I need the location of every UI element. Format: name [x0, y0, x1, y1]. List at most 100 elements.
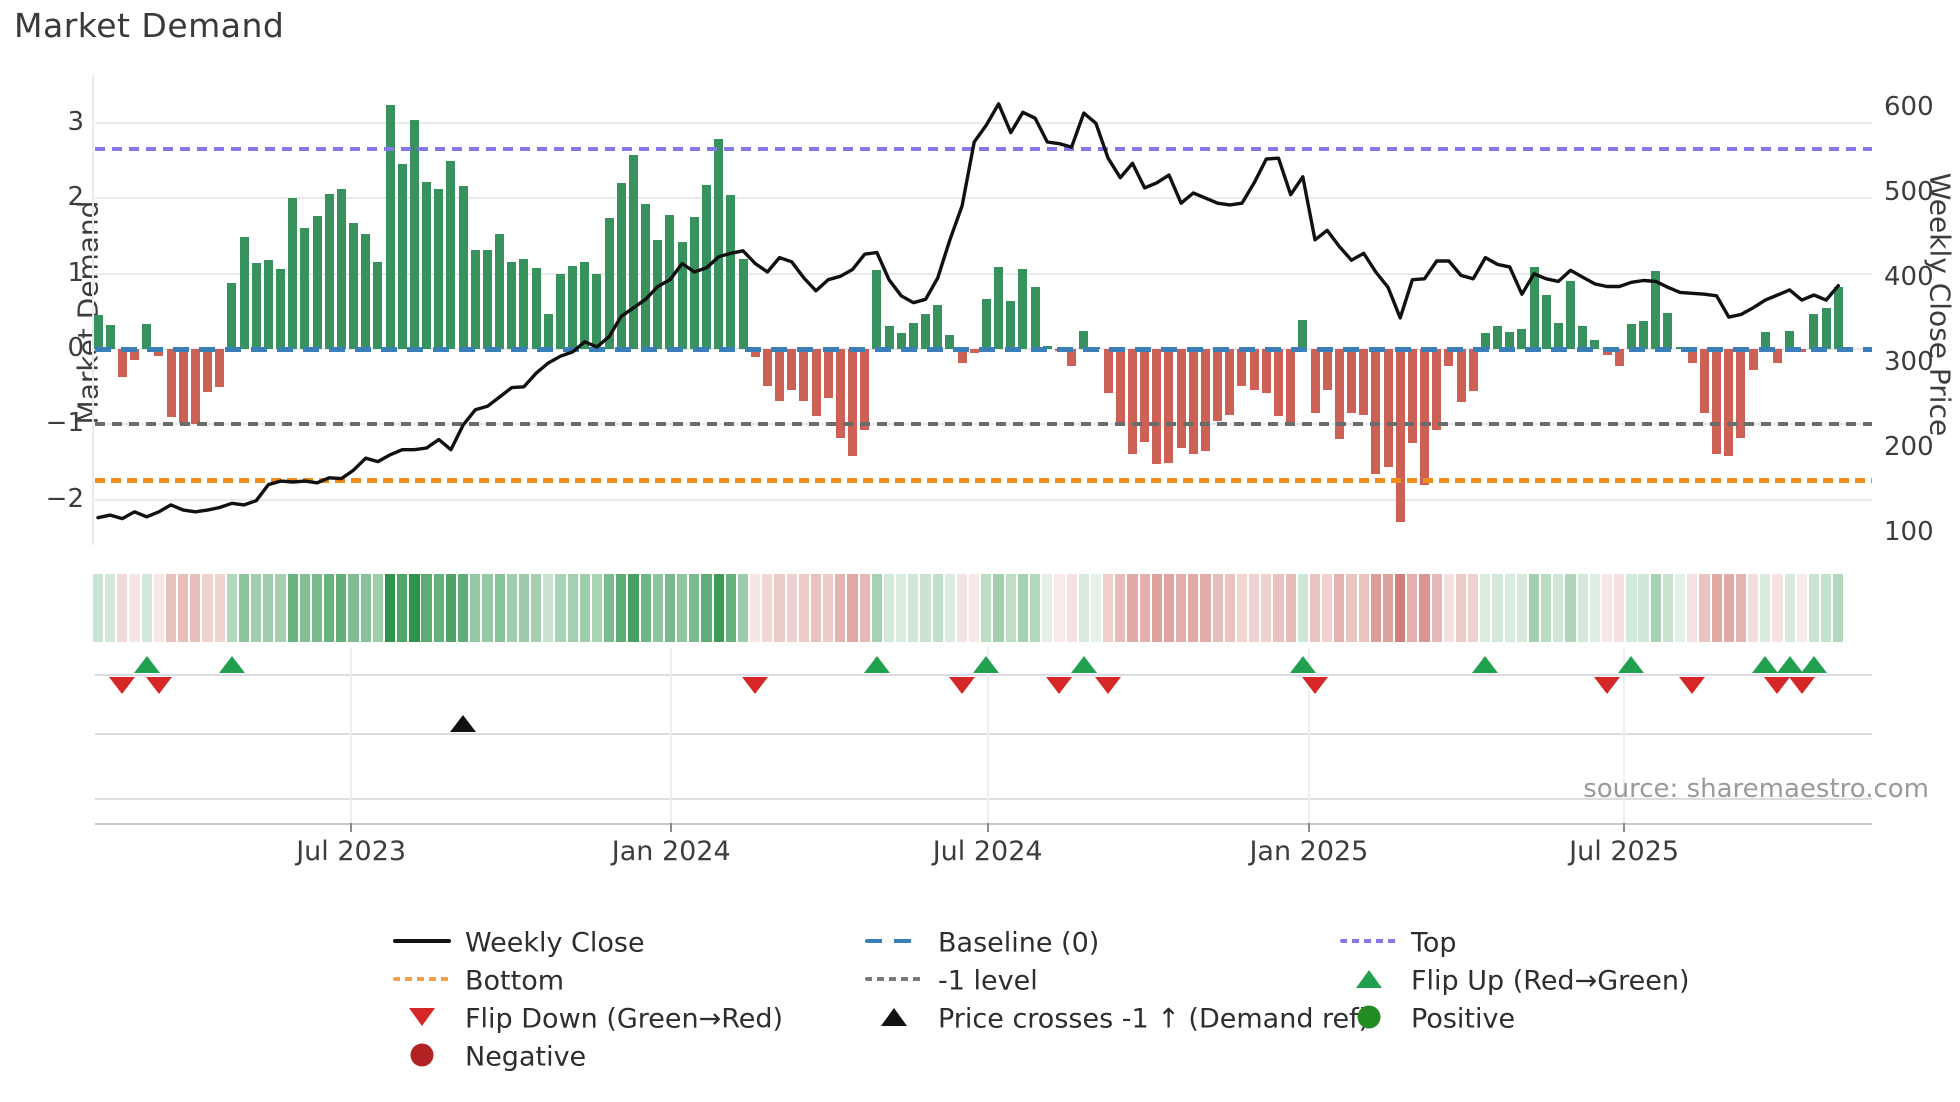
demand-bar-positive	[531, 267, 541, 349]
x-tick-mark	[986, 823, 989, 832]
heatmap-cell	[1675, 574, 1686, 642]
heatmap-cell	[518, 574, 530, 642]
x-gridline	[1307, 648, 1310, 823]
demand-bar-positive	[507, 262, 517, 349]
heatmap-cell	[1078, 574, 1089, 642]
flip-down-marker	[742, 677, 769, 694]
heatmap-cell	[1492, 574, 1503, 642]
demand-bar-positive	[884, 326, 894, 349]
heatmap-cell	[1407, 574, 1418, 642]
heatmap-cell	[1662, 574, 1674, 642]
demand-bar-positive	[1529, 266, 1539, 349]
heatmap-cell	[579, 574, 590, 642]
heatmap-cell	[1017, 574, 1028, 642]
heatmap-cell	[1066, 574, 1077, 642]
demand-bar-negative	[1273, 349, 1283, 417]
heatmap-cell	[421, 574, 432, 642]
demand-bar-positive	[263, 260, 273, 349]
heatmap-cell	[1443, 574, 1454, 642]
heatmap-cell	[1808, 574, 1820, 642]
demand-bar-positive	[726, 194, 736, 349]
right-axis-tick-label: 600	[1884, 92, 1934, 122]
y-gridline	[95, 498, 1872, 501]
heatmap-cell	[141, 574, 152, 642]
demand-bar-positive	[519, 258, 529, 349]
demand-bar-negative	[117, 349, 127, 377]
legend-line-solid-swatch	[393, 939, 451, 943]
heatmap-cell	[1614, 574, 1625, 642]
x-tick-mark	[1623, 823, 1626, 832]
demand-bar-positive	[981, 298, 991, 349]
demand-bar-positive	[300, 227, 310, 349]
heatmap-cell	[263, 574, 274, 642]
flip-up-marker	[133, 656, 160, 673]
demand-bar-negative	[1359, 349, 1369, 415]
demand-bar-positive	[689, 217, 699, 349]
heatmap-cell	[1273, 574, 1284, 642]
heatmap-cell	[1163, 574, 1175, 642]
heatmap-cell	[652, 574, 663, 642]
legend-item-label: Positive	[1411, 1003, 1516, 1035]
heatmap-cell	[944, 574, 955, 642]
heatmap-cell	[713, 574, 724, 642]
bottom-reference-line	[95, 478, 1872, 484]
heatmap-cell	[1528, 574, 1540, 642]
demand-bar-negative	[1115, 349, 1125, 426]
weekly-close-line	[96, 102, 1841, 521]
demand-bar-positive	[1651, 270, 1661, 349]
legend-item-label: Flip Down (Green→Red)	[465, 1003, 784, 1035]
legend-triangle-up-swatch	[881, 1008, 907, 1026]
demand-bar-positive	[142, 324, 152, 349]
demand-bar-negative	[1067, 349, 1077, 366]
demand-bar-positive	[908, 322, 918, 349]
heatmap-cell	[348, 574, 359, 642]
heatmap-cell	[664, 574, 676, 642]
flip-down-marker	[949, 677, 976, 694]
heatmap-cell	[725, 574, 736, 642]
heatmap-cell	[105, 574, 116, 642]
heatmap-cell	[896, 574, 907, 642]
left-axis-tick-label: 0	[67, 333, 84, 363]
demand-bar-positive	[1541, 294, 1551, 349]
demand-bar-negative	[775, 349, 785, 401]
demand-bar-positive	[239, 236, 249, 349]
heatmap-cell	[92, 574, 104, 642]
demand-bar-positive	[1566, 281, 1576, 349]
heatmap-cell	[190, 574, 201, 642]
heatmap-cell	[786, 574, 797, 642]
heatmap-cell	[226, 574, 237, 642]
demand-bar-negative	[1310, 349, 1320, 414]
heatmap-cell	[397, 574, 408, 642]
legend-item-label: -1 level	[938, 965, 1038, 997]
legend-triangle-down-swatch	[409, 1008, 435, 1026]
heatmap-cell	[1565, 574, 1576, 642]
minus-one-reference-line	[95, 422, 1872, 427]
x-axis-tick-label: Jul 2023	[296, 836, 407, 867]
heatmap-cell	[689, 574, 700, 642]
flip-up-marker	[1618, 656, 1645, 673]
demand-bar-positive	[1833, 287, 1843, 349]
heatmap-cell	[178, 574, 189, 642]
legend-triangle-up-swatch	[1356, 970, 1382, 988]
demand-bar-positive	[896, 333, 906, 349]
heatmap-cell	[1370, 574, 1381, 642]
demand-bar-negative	[1127, 349, 1137, 455]
demand-bar-negative	[1249, 349, 1259, 391]
demand-bar-negative	[1176, 349, 1186, 448]
heatmap-cell	[1261, 574, 1272, 642]
heatmap-cell	[531, 574, 542, 642]
flip-down-marker	[1679, 677, 1706, 694]
right-axis-tick-label: 100	[1884, 517, 1934, 547]
demand-bar-positive	[458, 186, 468, 349]
demand-bar-negative	[1712, 349, 1722, 455]
heatmap-cell	[737, 574, 749, 642]
demand-bar-positive	[653, 239, 663, 349]
heatmap-cell	[1468, 574, 1479, 642]
demand-bar-negative	[1395, 349, 1405, 523]
heatmap-cell	[1249, 574, 1260, 642]
demand-bar-negative	[1407, 349, 1417, 444]
heatmap-cell	[1151, 574, 1162, 642]
demand-bar-positive	[1018, 269, 1028, 349]
baseline-reference-line	[95, 346, 1872, 352]
heatmap-cell	[214, 574, 225, 642]
